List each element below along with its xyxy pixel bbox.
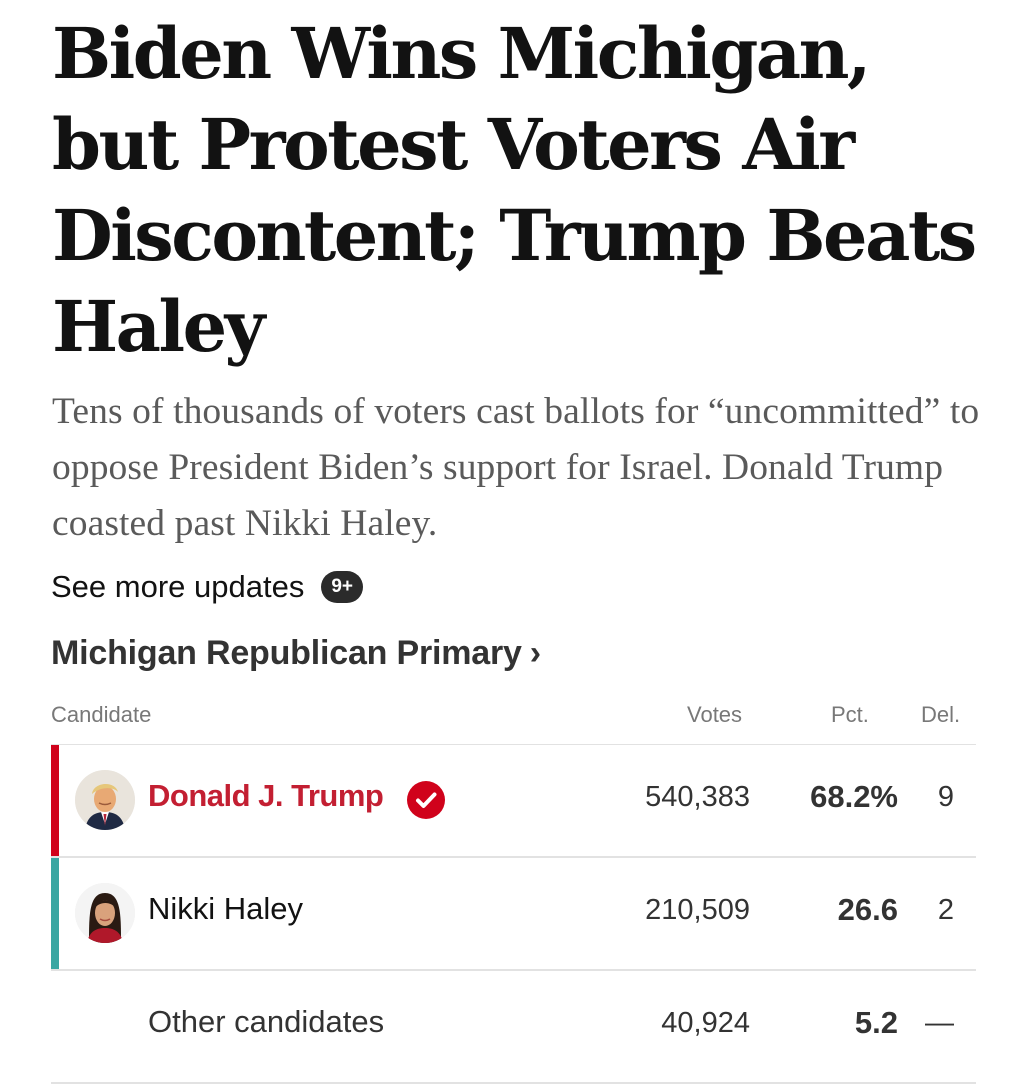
race-title-text: Michigan Republican Primary bbox=[51, 634, 522, 672]
column-header-candidate: Candidate bbox=[51, 702, 152, 727]
checkmark-icon bbox=[416, 792, 437, 808]
candidate-pct: 68.2% bbox=[810, 779, 898, 814]
table-row-haley: Nikki Haley 210,509 26.6 2 bbox=[51, 858, 976, 971]
avatar-haley bbox=[75, 883, 135, 943]
table-row-trump: Donald J. Trump 540,383 68.2% 9 bbox=[51, 745, 976, 858]
article-summary: Tens of thousands of voters cast ballots… bbox=[52, 391, 980, 544]
haley-portrait-icon bbox=[75, 883, 135, 943]
candidate-name: Donald J. Trump bbox=[148, 778, 384, 813]
candidate-pct: 5.2 bbox=[854, 1005, 898, 1040]
see-more-updates-label: See more updates bbox=[51, 569, 305, 604]
winner-check-icon bbox=[407, 781, 445, 819]
candidate-delegates: 9 bbox=[937, 781, 954, 813]
results-table: Donald J. Trump 540,383 68.2% 9 Nikki Ha… bbox=[51, 744, 976, 1084]
candidate-pct: 26.6 bbox=[837, 892, 898, 927]
candidate-name: Nikki Haley bbox=[148, 891, 304, 926]
trump-portrait-icon bbox=[75, 770, 135, 830]
party-color-bar bbox=[51, 745, 59, 856]
candidate-name: Other candidates bbox=[148, 1004, 385, 1039]
chevron-right-icon: › bbox=[529, 634, 541, 672]
avatar-trump bbox=[75, 770, 135, 830]
candidate-votes: 540,383 bbox=[645, 781, 750, 813]
party-color-bar bbox=[51, 858, 59, 969]
column-header-votes: Votes bbox=[687, 702, 743, 727]
article-headline: Biden Wins Michigan, but Protest Voters … bbox=[52, 12, 977, 368]
column-header-pct: Pct. bbox=[831, 702, 869, 727]
table-row-other: Other candidates 40,924 5.2 — bbox=[51, 971, 976, 1084]
race-title-link[interactable]: Michigan Republican Primary › bbox=[51, 634, 541, 673]
see-more-updates-link[interactable]: See more updates 9+ bbox=[51, 565, 363, 609]
candidate-votes: 210,509 bbox=[645, 894, 750, 926]
updates-count-badge: 9+ bbox=[321, 571, 363, 603]
column-header-delegates: Del. bbox=[921, 702, 961, 727]
candidate-delegates: 2 bbox=[937, 894, 954, 926]
